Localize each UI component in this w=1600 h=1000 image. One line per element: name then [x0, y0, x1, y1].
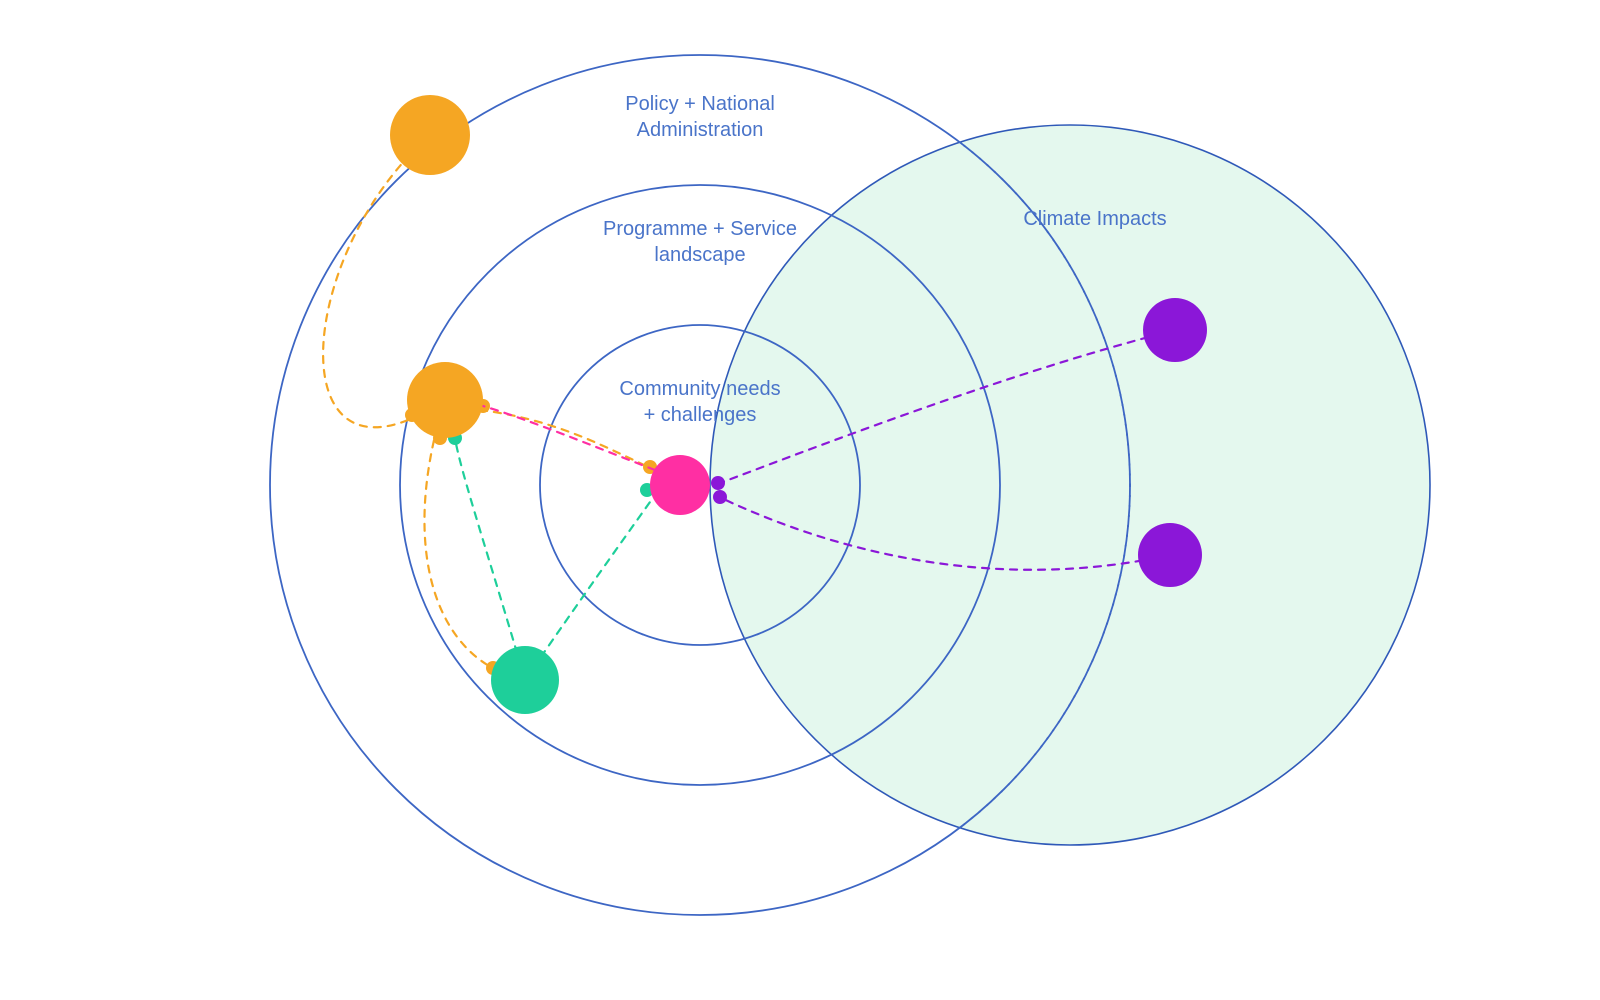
node-orange_outer — [390, 95, 470, 175]
node-teal — [491, 646, 559, 714]
edge-purple-bot-to-pink-dot-1 — [713, 490, 727, 504]
label-ring-middle: Programme + Servicelandscape — [603, 218, 797, 266]
node-purple_bot — [1138, 523, 1202, 587]
node-orange_mid — [407, 362, 483, 438]
node-purple_top — [1143, 298, 1207, 362]
label-ring-outer: Policy + NationalAdministration — [625, 93, 775, 141]
edge-orange-mid-to-pink — [480, 410, 655, 470]
label-climate-impacts: Climate Impacts — [1023, 208, 1166, 230]
node-pink_center — [650, 455, 710, 515]
climate-impacts-region — [710, 125, 1430, 845]
edge-purple-top-to-pink-dot-1 — [711, 476, 725, 490]
edge-teal-to-mid — [455, 438, 525, 680]
